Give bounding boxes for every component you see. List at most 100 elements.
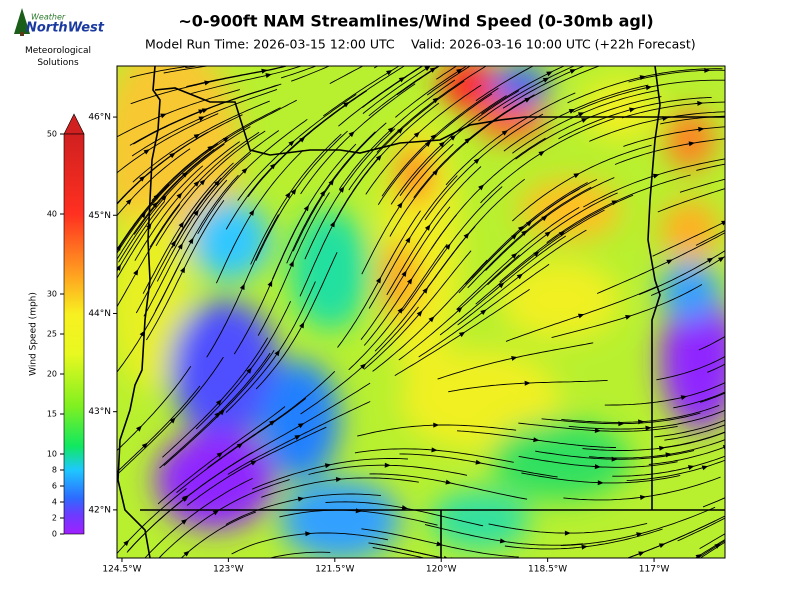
streamline	[380, 597, 538, 600]
stream-arrow	[763, 205, 771, 212]
streamline	[446, 561, 604, 576]
stream-arrow	[397, 202, 403, 209]
stream-arrow	[743, 546, 751, 554]
wa-or-border	[154, 87, 725, 156]
streamline	[679, 178, 725, 193]
stream-arrow	[424, 66, 431, 72]
colorbar-tick-label: 20	[47, 370, 57, 379]
stream-arrow	[183, 550, 190, 557]
stream-arrow	[695, 553, 702, 558]
colorbar	[63, 133, 85, 535]
stream-arrow	[573, 173, 580, 179]
x-tick-label: 123°W	[213, 565, 244, 575]
stream-arrow	[343, 101, 350, 108]
stream-arrow	[714, 543, 721, 549]
stream-arrow	[239, 283, 245, 291]
stream-arrow	[246, 367, 252, 374]
colorbar-tick-label: 6	[52, 482, 57, 491]
coastline	[117, 66, 161, 558]
stream-arrow	[737, 113, 743, 118]
streamline	[426, 66, 471, 96]
stream-arrow	[770, 325, 778, 333]
y-tick-label: 45°N	[88, 211, 111, 221]
colorbar-tick-label: 40	[47, 210, 57, 219]
stream-arrow	[456, 68, 463, 74]
stream-arrow	[458, 331, 466, 338]
stream-arrow	[212, 510, 220, 516]
stream-arrow	[511, 355, 518, 361]
stream-arrow	[594, 464, 601, 470]
stream-arrow	[143, 149, 150, 155]
stream-arrow	[241, 167, 248, 174]
stream-arrow	[198, 109, 205, 115]
stream-arrow	[169, 417, 176, 424]
x-tick-label: 124.5°W	[102, 565, 141, 575]
streamline	[696, 163, 725, 171]
stream-arrow	[428, 316, 435, 323]
stream-arrow	[199, 179, 206, 186]
stream-arrow	[761, 301, 769, 309]
stream-arrow	[397, 127, 404, 134]
stream-arrow	[533, 437, 540, 443]
stream-arrow	[721, 220, 725, 226]
streamline	[374, 594, 533, 600]
stream-arrow	[569, 69, 577, 74]
stream-arrow	[645, 85, 653, 91]
stream-arrow	[306, 566, 312, 571]
stream-arrow	[169, 152, 176, 159]
stream-arrow	[198, 116, 205, 122]
stream-arrow	[625, 314, 632, 320]
stream-arrow	[538, 150, 545, 157]
stream-arrow	[405, 236, 411, 244]
stream-arrow	[541, 215, 548, 222]
southern-border	[140, 509, 725, 558]
logo-main: NorthWest	[26, 21, 105, 36]
stream-arrow	[688, 141, 695, 147]
stream-arrow	[666, 259, 673, 265]
stream-arrow	[387, 126, 394, 133]
stream-arrow	[170, 240, 176, 247]
title: ~0-900ft NAM Streamlines/Wind Speed (0-3…	[178, 12, 653, 31]
stream-arrow	[269, 163, 276, 170]
stream-arrow	[639, 75, 647, 80]
streamline	[677, 517, 725, 542]
stream-arrow	[269, 420, 276, 426]
stream-arrow	[250, 460, 257, 466]
stream-arrow	[141, 442, 148, 449]
stream-arrow	[501, 130, 509, 136]
stream-arrow	[320, 190, 326, 197]
streamline	[419, 576, 577, 591]
stream-arrow	[473, 158, 480, 164]
stream-arrow	[546, 71, 553, 77]
x-tick-label: 118.5°W	[528, 565, 567, 575]
stream-arrow	[464, 137, 471, 144]
y-tick-label: 46°N	[88, 113, 111, 123]
stream-arrow	[521, 230, 528, 236]
stream-arrow	[754, 168, 761, 174]
axes: 0 2 4 6 8 10 15 20 25 30 40 50 124.5°W 123°W 121.5°W 12…	[47, 113, 670, 575]
stream-arrow	[568, 108, 576, 114]
stream-arrow	[475, 459, 482, 465]
streamline	[373, 66, 379, 69]
stream-arrow	[438, 141, 446, 148]
stream-arrow	[260, 55, 267, 61]
stream-arrow	[248, 560, 255, 567]
streamline	[268, 551, 331, 558]
stream-arrow	[722, 445, 725, 450]
streamline	[250, 580, 408, 594]
stream-arrow	[658, 543, 666, 549]
streamline	[430, 581, 586, 600]
streamline	[475, 66, 535, 102]
stream-arrow	[413, 131, 420, 138]
stream-arrow	[737, 422, 745, 429]
stream-arrow	[499, 538, 507, 544]
stream-arrow	[728, 414, 735, 421]
stream-arrow	[737, 415, 745, 422]
stream-arrow	[297, 496, 305, 502]
stream-arrow	[299, 321, 305, 329]
stream-arrow	[193, 209, 199, 216]
stream-arrow	[204, 80, 211, 86]
stream-arrow	[542, 77, 550, 83]
stream-arrow	[347, 581, 353, 587]
